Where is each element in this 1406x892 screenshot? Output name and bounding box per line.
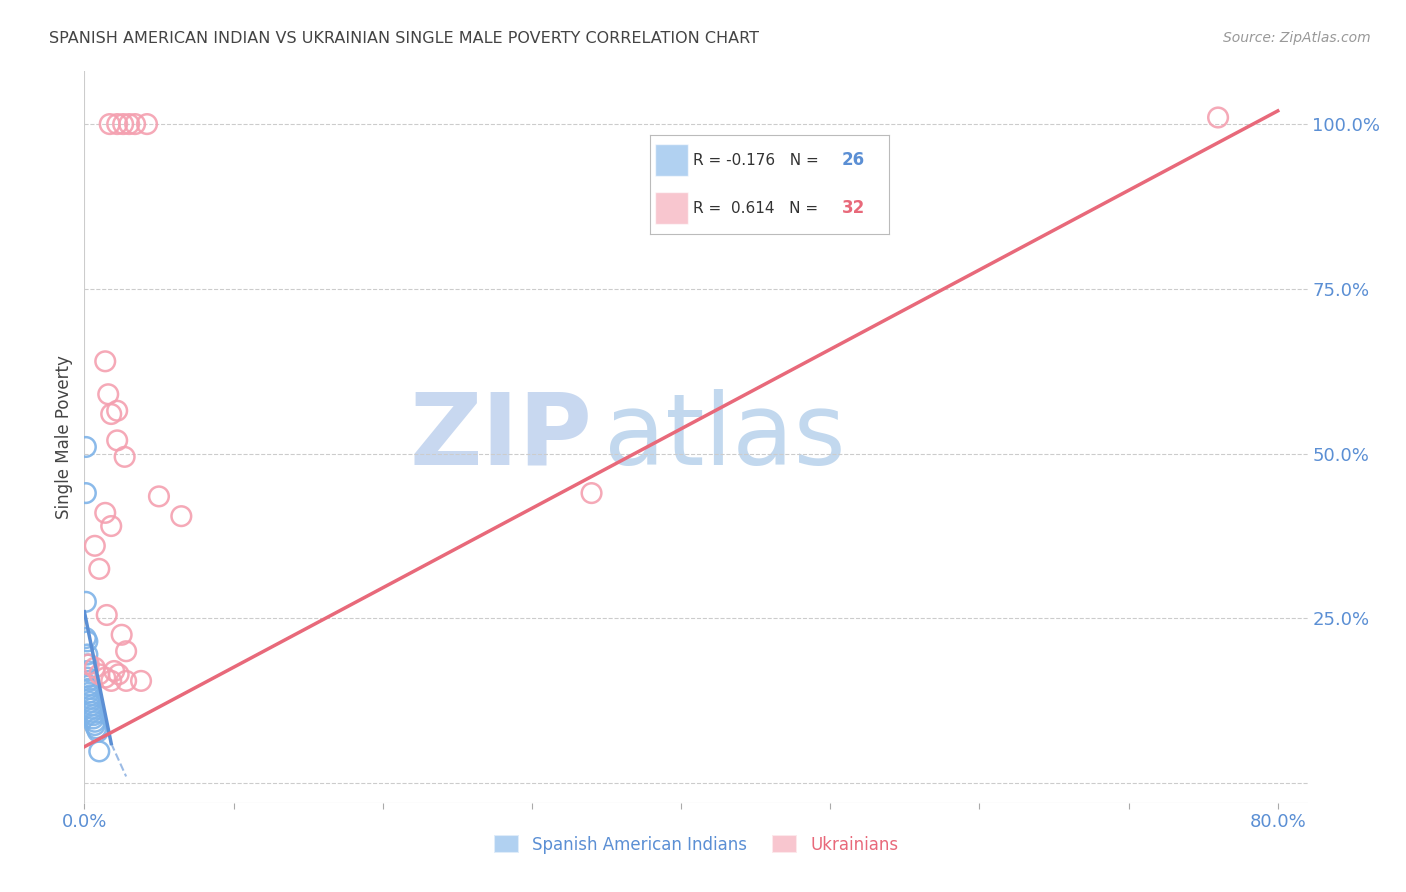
Point	[75, 440, 97, 454]
Point	[75, 486, 97, 500]
Point	[129, 673, 152, 688]
Point	[80, 705, 103, 719]
Point	[77, 686, 100, 700]
Point	[77, 681, 100, 696]
Point	[114, 450, 136, 464]
Point	[75, 631, 97, 645]
Text: 26: 26	[842, 152, 865, 169]
Legend: Spanish American Indians, Ukrainians: Spanish American Indians, Ukrainians	[486, 829, 905, 860]
Point	[79, 691, 101, 706]
Point	[77, 679, 100, 693]
Point	[76, 657, 98, 672]
Point	[100, 407, 122, 421]
Bar	[655, 193, 688, 224]
Text: 32: 32	[842, 199, 865, 218]
Point	[96, 607, 118, 622]
Point	[83, 539, 105, 553]
Point	[105, 403, 128, 417]
Point	[105, 434, 128, 448]
Point	[1206, 111, 1229, 125]
Point	[77, 657, 100, 672]
Point	[76, 634, 98, 648]
Point	[97, 387, 120, 401]
Point	[83, 718, 105, 732]
Point	[89, 562, 111, 576]
Text: R = -0.176   N =: R = -0.176 N =	[693, 153, 824, 168]
Point	[89, 667, 111, 681]
Point	[82, 711, 104, 725]
Point	[115, 673, 138, 688]
Point	[83, 714, 105, 729]
Point	[118, 117, 141, 131]
Point	[107, 667, 129, 681]
Point	[111, 628, 134, 642]
Point	[94, 671, 117, 685]
Y-axis label: Single Male Poverty: Single Male Poverty	[55, 355, 73, 519]
Point	[77, 673, 100, 688]
Point	[87, 724, 110, 739]
Point	[170, 509, 193, 524]
Point	[79, 695, 101, 709]
Point	[105, 117, 128, 131]
Text: Source: ZipAtlas.com: Source: ZipAtlas.com	[1223, 31, 1371, 45]
Point	[581, 486, 603, 500]
Text: R =  0.614   N =: R = 0.614 N =	[693, 201, 823, 216]
Point	[75, 595, 97, 609]
Text: atlas: atlas	[605, 389, 846, 485]
Point	[103, 664, 125, 678]
Point	[100, 519, 122, 533]
Point	[76, 671, 98, 685]
Point	[83, 661, 105, 675]
Point	[124, 117, 146, 131]
Point	[82, 708, 104, 723]
Point	[79, 689, 101, 703]
Point	[112, 117, 135, 131]
Point	[98, 117, 121, 131]
Point	[94, 506, 117, 520]
Point	[84, 722, 107, 736]
Point	[76, 664, 98, 678]
Text: ZIP: ZIP	[409, 389, 592, 485]
Text: SPANISH AMERICAN INDIAN VS UKRAINIAN SINGLE MALE POVERTY CORRELATION CHART: SPANISH AMERICAN INDIAN VS UKRAINIAN SIN…	[49, 31, 759, 46]
Point	[94, 354, 117, 368]
Point	[115, 644, 138, 658]
Point	[136, 117, 159, 131]
Point	[80, 701, 103, 715]
Point	[148, 489, 170, 503]
Point	[76, 648, 98, 662]
Point	[89, 744, 111, 758]
Bar	[655, 145, 688, 177]
Point	[80, 698, 103, 713]
Point	[100, 673, 122, 688]
